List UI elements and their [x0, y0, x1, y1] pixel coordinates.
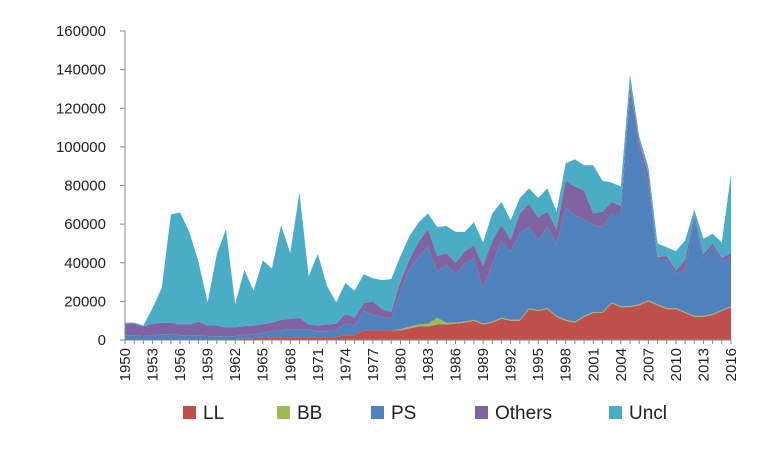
y-tick-label: 140000: [56, 62, 106, 79]
legend-label-ll: LL: [203, 403, 224, 424]
x-tick-label: 2013: [695, 348, 712, 381]
y-tick-label: 40000: [64, 255, 106, 272]
x-tick-label: 2001: [585, 348, 602, 381]
legend-swatch-uncl: [609, 406, 622, 419]
x-tick-label: 1995: [530, 348, 547, 381]
area-series-others: [125, 86, 731, 337]
legend: LL BB PS Others Uncl: [183, 403, 667, 424]
area-series-ps: [125, 93, 731, 340]
x-tick-label: 1968: [282, 348, 299, 381]
x-tick-label: 1965: [255, 348, 272, 381]
legend-swatch-ps: [371, 406, 384, 419]
legend-swatch-others: [475, 406, 488, 419]
x-tick-label: 1983: [420, 348, 437, 381]
x-tick-label: 1980: [392, 348, 409, 381]
y-tick-label: 160000: [56, 23, 106, 40]
x-tick-label: 2004: [613, 348, 630, 381]
y-tick-label: 20000: [64, 293, 106, 310]
x-tick-label: 1953: [145, 348, 162, 381]
x-tick-label: 2010: [668, 348, 685, 381]
x-tick-label: 1974: [337, 348, 354, 381]
area-series-ll: [125, 301, 731, 340]
x-axis-ticks: 1950 1953 1956 1959 1962 1965 1968 1971 1974 1977…: [117, 340, 740, 381]
x-tick-label: 1956: [172, 348, 189, 381]
x-tick-label: 1992: [503, 348, 520, 381]
x-tick-label: 1989: [475, 348, 492, 381]
legend-swatch-ll: [183, 406, 196, 419]
legend-label-bb: BB: [297, 403, 322, 424]
area-series-group: [125, 74, 731, 340]
y-tick-label: 100000: [56, 139, 106, 156]
x-tick-label: 1950: [117, 348, 134, 381]
x-tick-label: 2016: [723, 348, 740, 381]
legend-label-uncl: Uncl: [629, 403, 667, 424]
x-tick-label: 1986: [448, 348, 465, 381]
x-tick-label: 1998: [558, 348, 575, 381]
x-tick-label: 1962: [227, 348, 244, 381]
y-tick-label: 80000: [64, 178, 106, 195]
legend-label-others: Others: [495, 403, 552, 424]
y-tick-label: 0: [98, 332, 106, 349]
legend-label-ps: PS: [391, 403, 416, 424]
y-tick-label: 60000: [64, 216, 106, 233]
y-tick-label: 120000: [56, 100, 106, 117]
x-tick-label: 2007: [640, 348, 657, 381]
y-axis-ticks: 0 20000 40000 60000 80000 100000 120000 140000 1…: [56, 23, 125, 349]
x-tick-label: 1971: [310, 348, 327, 381]
x-tick-label: 1977: [365, 348, 382, 381]
area-series-uncl: [125, 74, 731, 328]
legend-swatch-bb: [277, 406, 290, 419]
x-tick-label: 1959: [200, 348, 217, 381]
